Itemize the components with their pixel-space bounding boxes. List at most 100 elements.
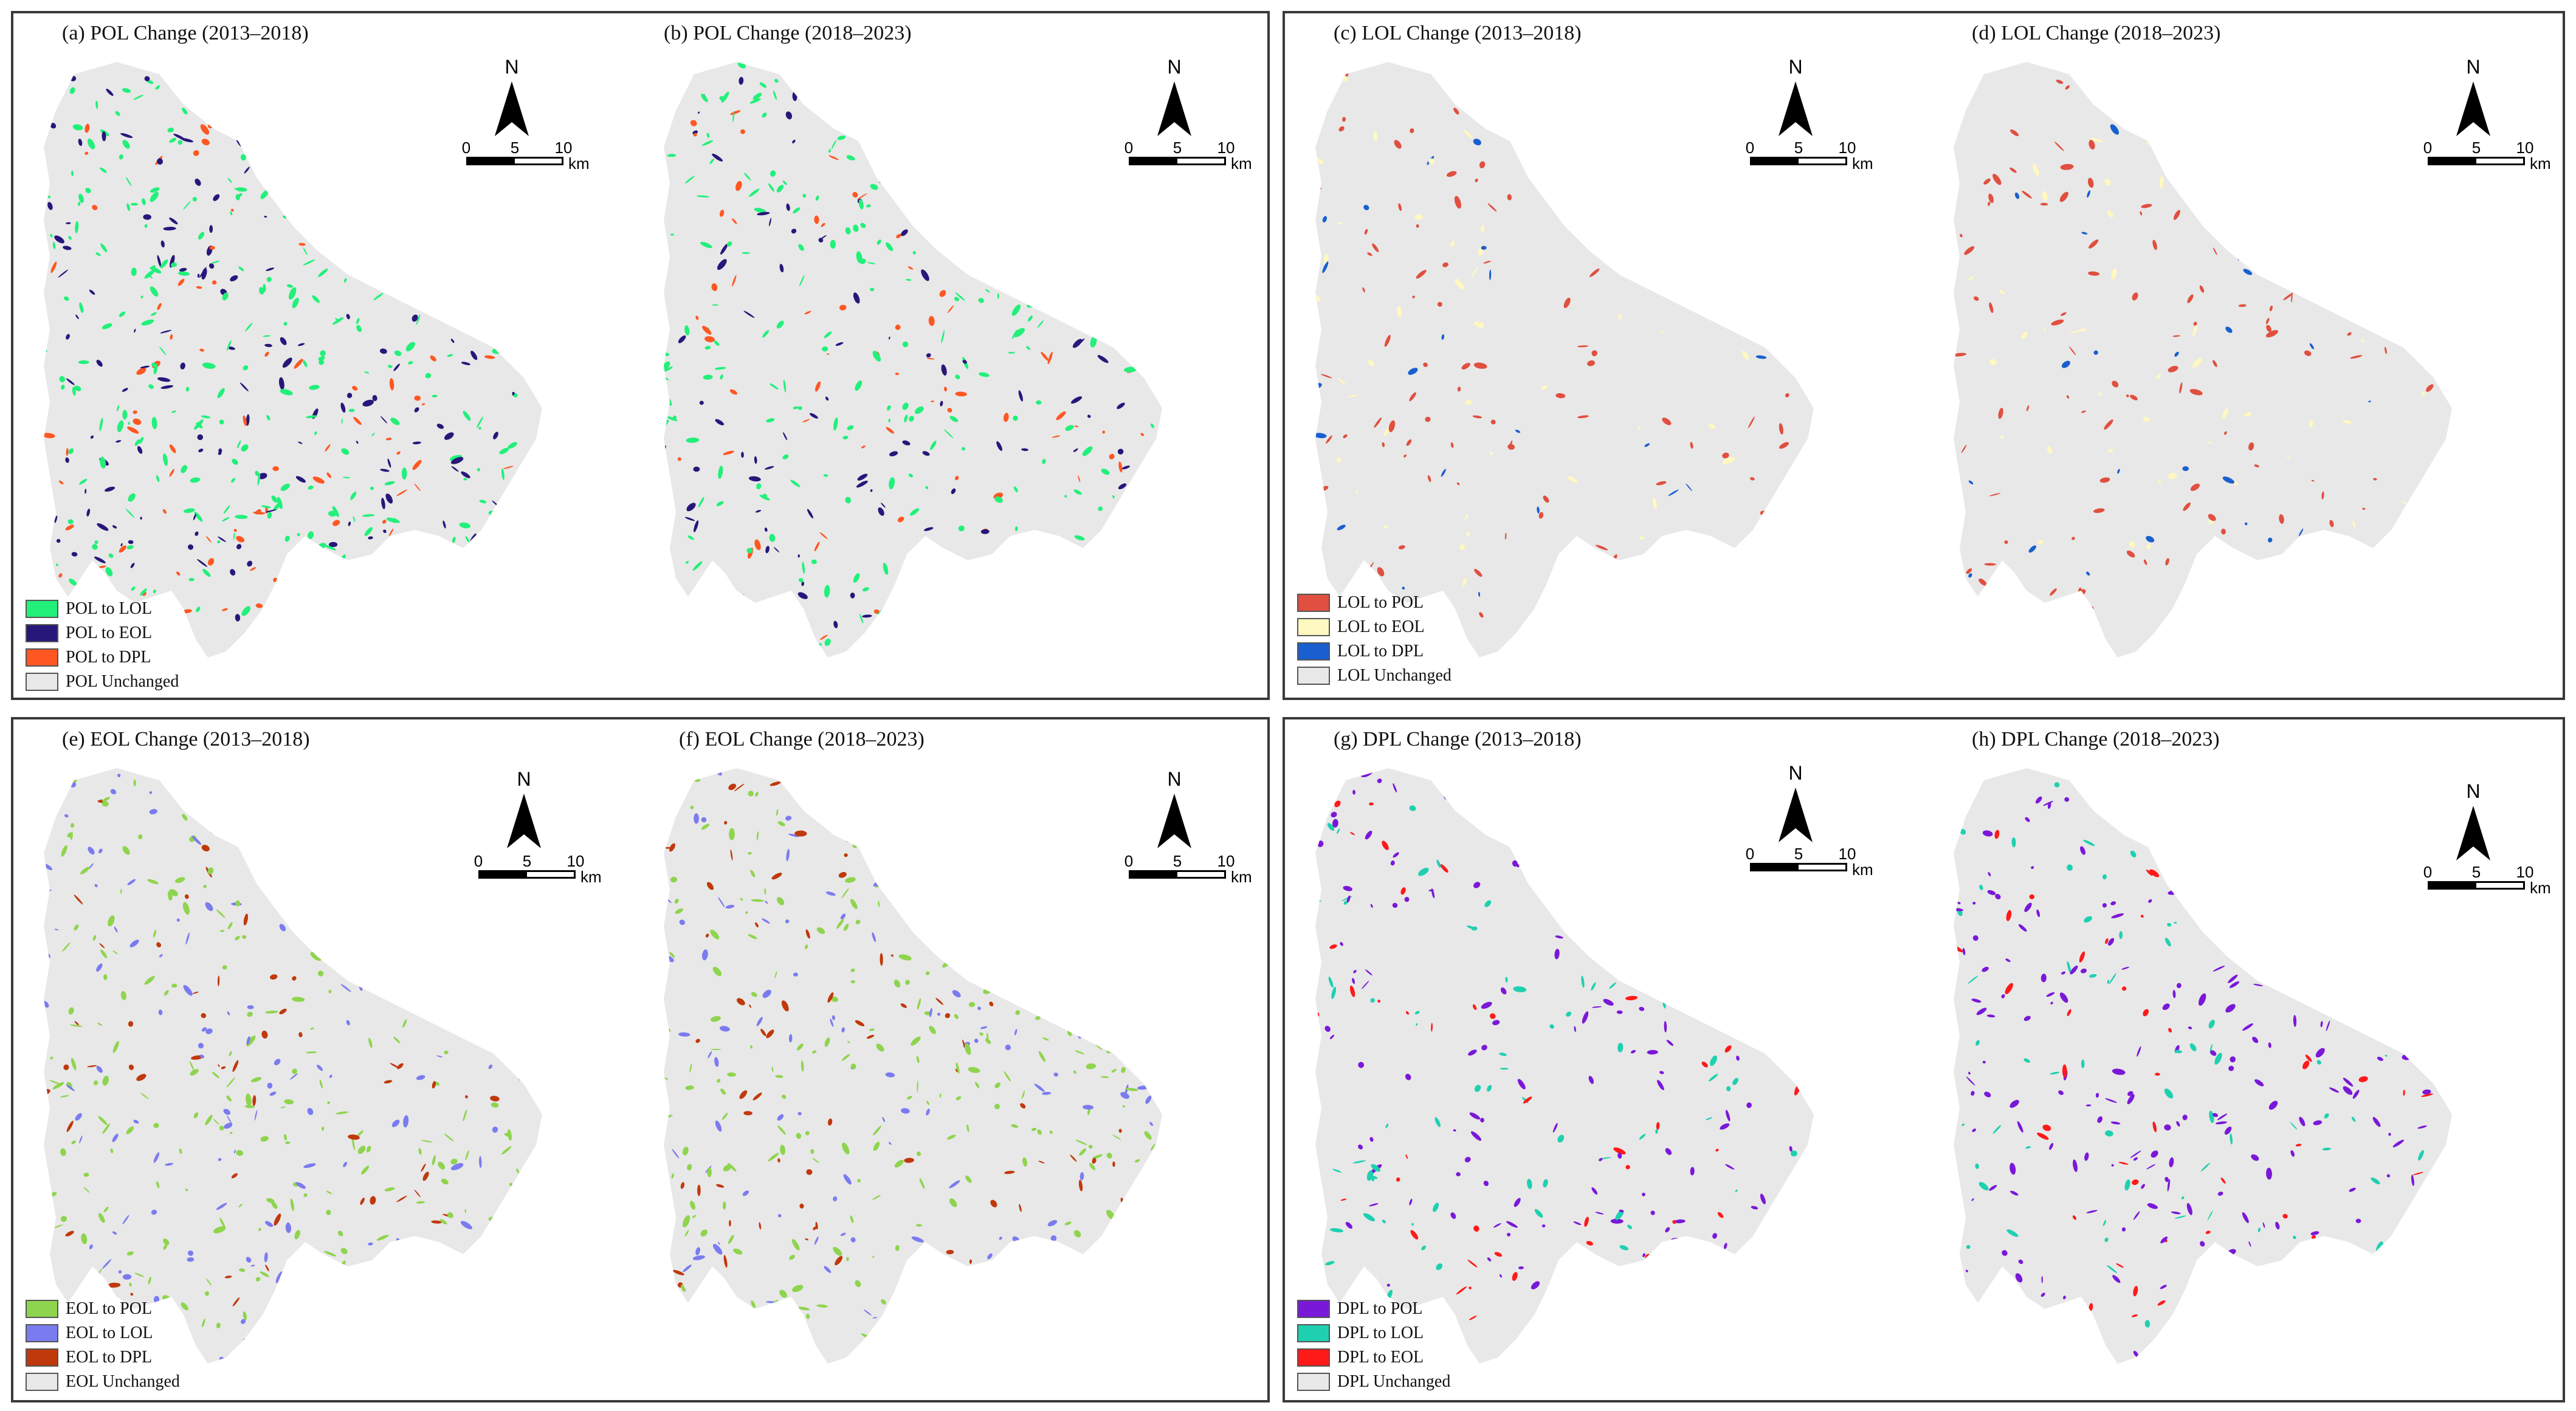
change-patch (370, 486, 374, 490)
change-patch (2152, 239, 2157, 250)
change-patch (1709, 902, 1715, 911)
change-patch (870, 287, 875, 292)
change-patch (217, 975, 220, 986)
change-patch (1968, 480, 1974, 485)
change-patch (218, 448, 222, 453)
change-patch (384, 481, 395, 486)
change-patch (162, 509, 167, 514)
change-patch (2148, 899, 2152, 903)
change-patch (71, 1057, 77, 1071)
change-patch (873, 1125, 881, 1136)
change-patch (1061, 1330, 1067, 1334)
change-patch (1703, 799, 1713, 807)
change-patch (464, 1280, 470, 1291)
change-patch (804, 944, 808, 950)
change-patch (876, 1043, 884, 1052)
change-patch (506, 990, 510, 994)
change-patch (1020, 1103, 1026, 1109)
change-patch (878, 901, 880, 907)
change-patch (665, 847, 672, 849)
change-patch (1456, 1286, 1467, 1295)
change-patch (60, 1095, 69, 1097)
change-patch (115, 440, 122, 443)
change-patch (811, 768, 817, 779)
change-patch (1592, 1006, 1602, 1008)
change-patch (512, 1000, 522, 1005)
change-patch (1004, 1170, 1015, 1174)
change-patch (1653, 1259, 1659, 1269)
change-patch (2086, 571, 2090, 576)
change-patch (2274, 1337, 2279, 1348)
change-patch (450, 261, 460, 267)
change-patch (1118, 1128, 1122, 1133)
change-patch (729, 828, 735, 840)
change-patch (1755, 1293, 1761, 1302)
change-patch (2374, 881, 2383, 887)
change-patch (2213, 1319, 2225, 1328)
change-patch (503, 465, 514, 469)
change-patch (1671, 95, 1677, 103)
change-patch (389, 378, 394, 391)
change-patch (130, 563, 135, 568)
change-patch (1760, 1193, 1766, 1204)
change-patch (474, 599, 484, 604)
change-patch (1757, 197, 1762, 205)
change-patch (2104, 419, 2113, 430)
change-patch (1144, 1327, 1149, 1333)
change-patch (264, 509, 277, 513)
change-patch (1489, 269, 1492, 280)
change-patch (1479, 612, 1484, 618)
change-patch (2000, 1330, 2005, 1341)
change-patch (1014, 526, 1018, 532)
change-patch (966, 840, 973, 850)
map-title-b: (b) POL Change (2018–2023) (664, 22, 912, 44)
change-patch (2121, 1227, 2126, 1232)
change-patch (996, 441, 1002, 451)
change-patch (1042, 1037, 1049, 1041)
change-patch (1471, 926, 1478, 931)
change-patch (2265, 154, 2271, 160)
change-patch (305, 83, 312, 95)
change-patch (908, 473, 913, 478)
change-patch (497, 603, 507, 612)
change-patch (79, 479, 88, 485)
change-patch (2361, 572, 2366, 583)
legend-item: EOL to POL (26, 1297, 180, 1321)
change-patch (58, 573, 63, 578)
change-patch (1070, 396, 1083, 404)
change-patch (227, 1011, 230, 1015)
change-patch (2347, 650, 2357, 656)
change-patch (461, 279, 464, 285)
change-patch (2133, 1157, 2138, 1161)
change-patch (1370, 904, 1373, 908)
change-patch (160, 240, 165, 248)
change-patch (870, 489, 873, 492)
change-patch (1049, 1130, 1053, 1134)
change-patch (833, 620, 838, 628)
change-patch (1410, 128, 1414, 134)
change-patch (2020, 1352, 2027, 1364)
change-patch (1409, 392, 1416, 402)
change-patch (2143, 559, 2147, 565)
change-patch (499, 448, 509, 455)
change-patch (2140, 211, 2143, 216)
change-patch (284, 1134, 287, 1141)
change-patch (486, 903, 490, 911)
change-patch (697, 1184, 701, 1196)
change-patch (142, 198, 146, 205)
change-patch (233, 1149, 236, 1154)
legend-item: LOL Unchanged (1297, 664, 1452, 688)
change-patch (855, 1280, 861, 1288)
change-patch (1137, 1041, 1141, 1047)
change-patch (2164, 1088, 2174, 1099)
change-patch (887, 174, 896, 186)
change-patch (126, 1251, 134, 1255)
change-patch (672, 1148, 680, 1159)
change-patch (885, 168, 895, 174)
change-patch (880, 76, 890, 79)
change-patch (368, 250, 376, 257)
change-patch (715, 1120, 722, 1132)
change-patch (140, 295, 143, 298)
change-patch (409, 797, 422, 803)
change-patch (1115, 228, 1120, 235)
